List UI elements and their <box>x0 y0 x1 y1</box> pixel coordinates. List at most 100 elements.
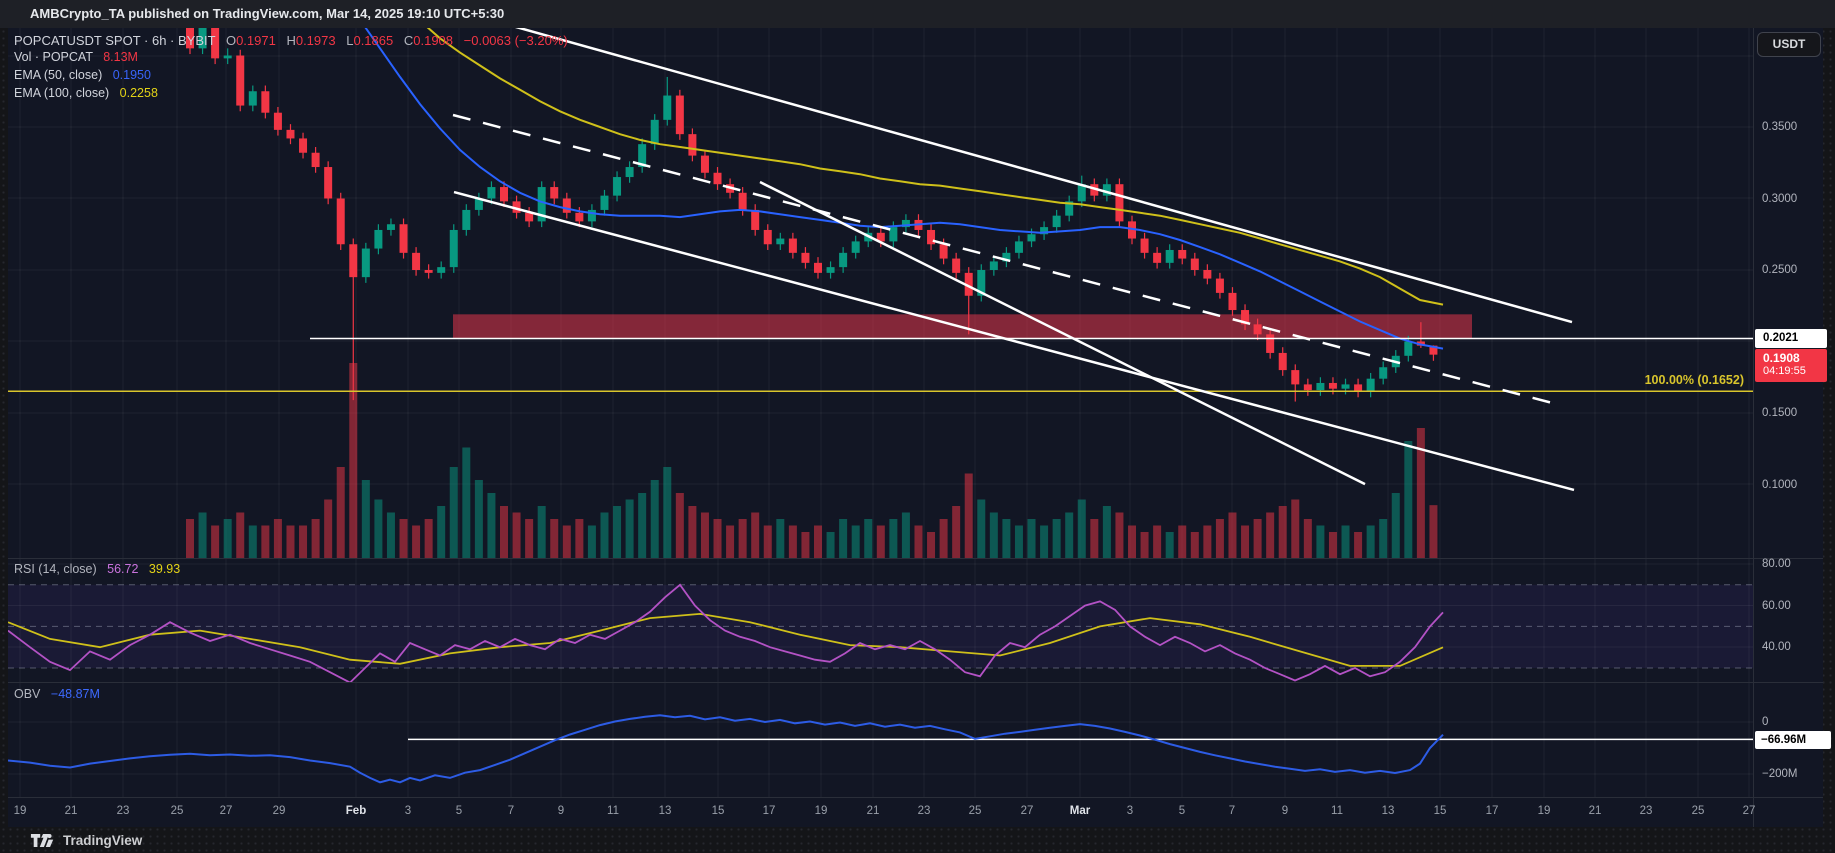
ema100-line[interactable] <box>426 27 1444 306</box>
price-tick-0.1000: 0.1000 <box>1762 478 1798 491</box>
time-tick-27: 27 <box>219 805 233 817</box>
obv-value: −48.87M <box>50 687 100 701</box>
time-tick-27: 27 <box>1742 805 1756 817</box>
time-tick-15: 15 <box>711 805 725 817</box>
time-tick-11: 11 <box>607 805 619 817</box>
time-tick-27: 27 <box>1020 805 1034 817</box>
gridlines <box>8 28 1753 797</box>
ema50-value: 0.1950 <box>112 68 151 82</box>
last-price-value: 0.1908 <box>1763 351 1800 365</box>
ohlc-low-key: L <box>346 33 354 48</box>
time-tick-21: 21 <box>866 805 880 817</box>
channel-upper[interactable] <box>509 25 1573 324</box>
price-axis-separator <box>1753 28 1754 827</box>
rsi-line[interactable] <box>8 583 1444 683</box>
pane-separator-obv[interactable] <box>8 682 1823 683</box>
time-tick-5: 5 <box>455 805 463 817</box>
change-value: −0.0063 (−3.20%) <box>463 33 568 48</box>
time-tick-9: 9 <box>557 805 565 817</box>
ohlc-open-key: O <box>225 33 237 48</box>
ohlc-low-value: 0.1865 <box>353 33 394 48</box>
time-tick-17: 17 <box>762 805 776 817</box>
time-tick-Mar: Mar <box>1069 805 1091 817</box>
currency-toggle-button[interactable]: USDT <box>1757 32 1821 57</box>
obv-label: OBV <box>14 687 41 701</box>
time-tick-23: 23 <box>116 805 130 817</box>
time-tick-3: 3 <box>404 805 412 817</box>
candle-countdown: 04:19:55 <box>1763 365 1806 377</box>
publish-bar: AMBCrypto_TA published on TradingView.co… <box>0 0 1835 28</box>
time-tick-23: 23 <box>917 805 931 817</box>
rsi-tick-40.00: 40.00 <box>1762 641 1791 654</box>
legend-obv-row[interactable]: OBV −48.87M <box>14 687 100 701</box>
tradingview-logo-icon[interactable] <box>30 833 56 848</box>
volume-label: Vol · POPCAT <box>14 50 93 64</box>
ema100-value: 0.2258 <box>119 86 158 100</box>
time-axis-separator <box>8 797 1823 798</box>
obv-pane[interactable] <box>8 714 1753 784</box>
channel-lower[interactable] <box>453 190 1575 492</box>
symbol-title: POPCATUSDT SPOT · 6h · BYBIT <box>14 33 216 48</box>
price-tick-0.2500: 0.2500 <box>1762 264 1798 276</box>
time-tick-29: 29 <box>272 805 286 817</box>
ema50-line[interactable] <box>364 27 1444 350</box>
legend-symbol-row[interactable]: POPCATUSDT SPOT · 6h · BYBIT O0.1971 H0.… <box>14 33 568 48</box>
obv-line-tag[interactable]: −66.96M <box>1755 731 1831 749</box>
time-tick-25: 25 <box>1691 805 1705 817</box>
price-tick-0.3000: 0.3000 <box>1762 192 1798 205</box>
ema50-label: EMA (50, close) <box>14 68 103 82</box>
time-tick-17: 17 <box>1485 805 1499 817</box>
ohlc-close-value: 0.1908 <box>413 33 454 48</box>
obv-tick-−200M: −200M <box>1762 768 1798 780</box>
obv-tick-0: 0 <box>1762 716 1769 728</box>
time-tick-25: 25 <box>170 805 184 817</box>
tradingview-brand-text[interactable]: TradingView <box>63 832 143 848</box>
obv-line[interactable] <box>8 714 1444 784</box>
time-tick-7: 7 <box>1228 805 1236 817</box>
volume-value: 8.13M <box>103 50 138 64</box>
ohlc-high-key: H <box>286 33 296 48</box>
ohlc-high-value: 0.1973 <box>295 33 336 48</box>
rsi-value: 56.72 <box>107 562 139 576</box>
rsi-ma-value: 39.93 <box>148 562 181 576</box>
time-tick-19: 19 <box>13 805 27 817</box>
fib-level-label: 100.00% (0.1652) <box>1644 373 1744 387</box>
ema100-label: EMA (100, close) <box>14 86 110 100</box>
time-tick-9: 9 <box>1281 805 1289 817</box>
time-tick-21: 21 <box>64 805 78 817</box>
time-tick-23: 23 <box>1639 805 1653 817</box>
rsi-label: RSI (14, close) <box>14 562 97 576</box>
time-tick-Feb: Feb <box>345 805 367 817</box>
legend-ema100-row[interactable]: EMA (100, close) 0.2258 <box>14 86 158 100</box>
publish-text: AMBCrypto_TA published on TradingView.co… <box>30 6 505 21</box>
time-tick-19: 19 <box>814 805 828 817</box>
time-tick-13: 13 <box>658 805 672 817</box>
rsi-tick-80.00: 80.00 <box>1762 558 1791 570</box>
rsi-pane[interactable] <box>8 563 1753 683</box>
time-tick-15: 15 <box>1433 805 1447 817</box>
time-tick-3: 3 <box>1126 805 1134 817</box>
channel-midline[interactable] <box>452 113 1561 407</box>
rsi-ma-line[interactable] <box>8 612 1444 667</box>
inner-trendline[interactable] <box>759 180 1366 486</box>
time-tick-11: 11 <box>1331 805 1343 817</box>
footer-bar: TradingView <box>0 827 1835 853</box>
pane-separator-rsi[interactable] <box>8 558 1823 559</box>
legend-rsi-row[interactable]: RSI (14, close) 56.72 39.93 <box>14 562 180 576</box>
price-tick-0.3500: 0.3500 <box>1762 121 1798 133</box>
legend-volume-row[interactable]: Vol · POPCAT 8.13M <box>14 50 138 64</box>
last-price-tag[interactable]: 0.1908 04:19:55 <box>1755 349 1827 382</box>
price-tick-0.1500: 0.1500 <box>1762 407 1798 419</box>
time-tick-7: 7 <box>507 805 515 817</box>
time-tick-5: 5 <box>1178 805 1186 817</box>
resistance-price-tag[interactable]: 0.2021 <box>1755 329 1827 348</box>
ohlc-close-key: C <box>403 33 414 48</box>
time-tick-13: 13 <box>1381 805 1395 817</box>
price-pane[interactable] <box>8 13 1753 558</box>
time-tick-25: 25 <box>968 805 982 817</box>
chart-surface[interactable] <box>8 28 1823 827</box>
legend-ema50-row[interactable]: EMA (50, close) 0.1950 <box>14 68 151 82</box>
rsi-tick-60.00: 60.00 <box>1762 599 1791 612</box>
